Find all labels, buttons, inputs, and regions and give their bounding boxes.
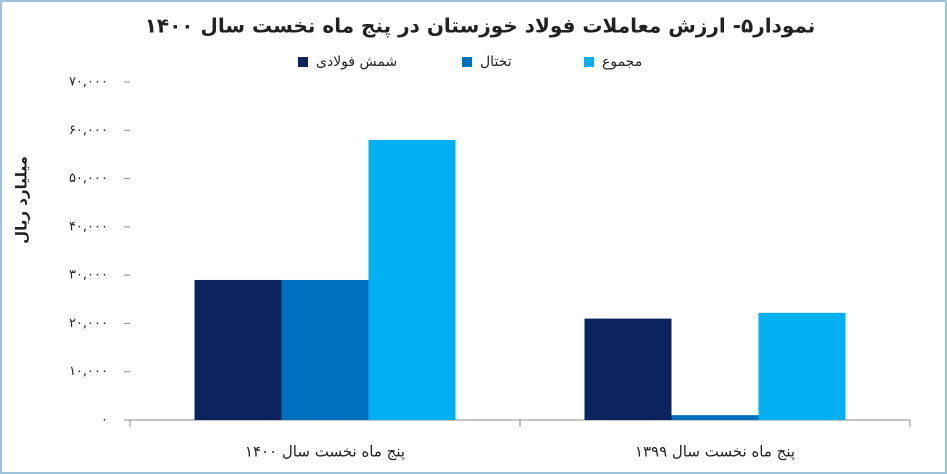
legend-swatch bbox=[298, 57, 308, 67]
y-tick-label: ۷۰,۰۰۰ bbox=[69, 75, 108, 90]
x-tick-label: پنج ماه نخست سال ۱۳۹۹ bbox=[635, 443, 795, 462]
legend-swatch bbox=[584, 57, 594, 67]
legend-label: شمش فولادی bbox=[316, 54, 397, 70]
legend-label: مجموع bbox=[602, 54, 642, 70]
legend-swatch bbox=[462, 57, 472, 67]
y-axis-label: میلیارد ریال bbox=[13, 156, 31, 244]
bar bbox=[671, 415, 759, 420]
legend-label: تختال bbox=[480, 54, 512, 70]
bar bbox=[194, 279, 282, 420]
bar bbox=[281, 279, 369, 420]
y-tick-label: ۲۰,۰۰۰ bbox=[69, 316, 108, 331]
bar bbox=[758, 312, 846, 420]
bar bbox=[584, 318, 672, 420]
y-tick-label: ۰ bbox=[101, 413, 108, 428]
x-tick-label: پنج ماه نخست سال ۱۴۰۰ bbox=[245, 443, 405, 462]
chart-title: نمودار۵- ارزش معاملات فولاد خوزستان در پ… bbox=[145, 14, 816, 39]
y-tick-label: ۶۰,۰۰۰ bbox=[69, 123, 108, 138]
y-tick-label: ۳۰,۰۰۰ bbox=[69, 268, 108, 283]
y-tick-label: ۴۰,۰۰۰ bbox=[69, 219, 108, 234]
y-tick-label: ۱۰,۰۰۰ bbox=[69, 364, 108, 379]
y-tick-label: ۵۰,۰۰۰ bbox=[69, 171, 108, 186]
bar bbox=[368, 139, 456, 420]
